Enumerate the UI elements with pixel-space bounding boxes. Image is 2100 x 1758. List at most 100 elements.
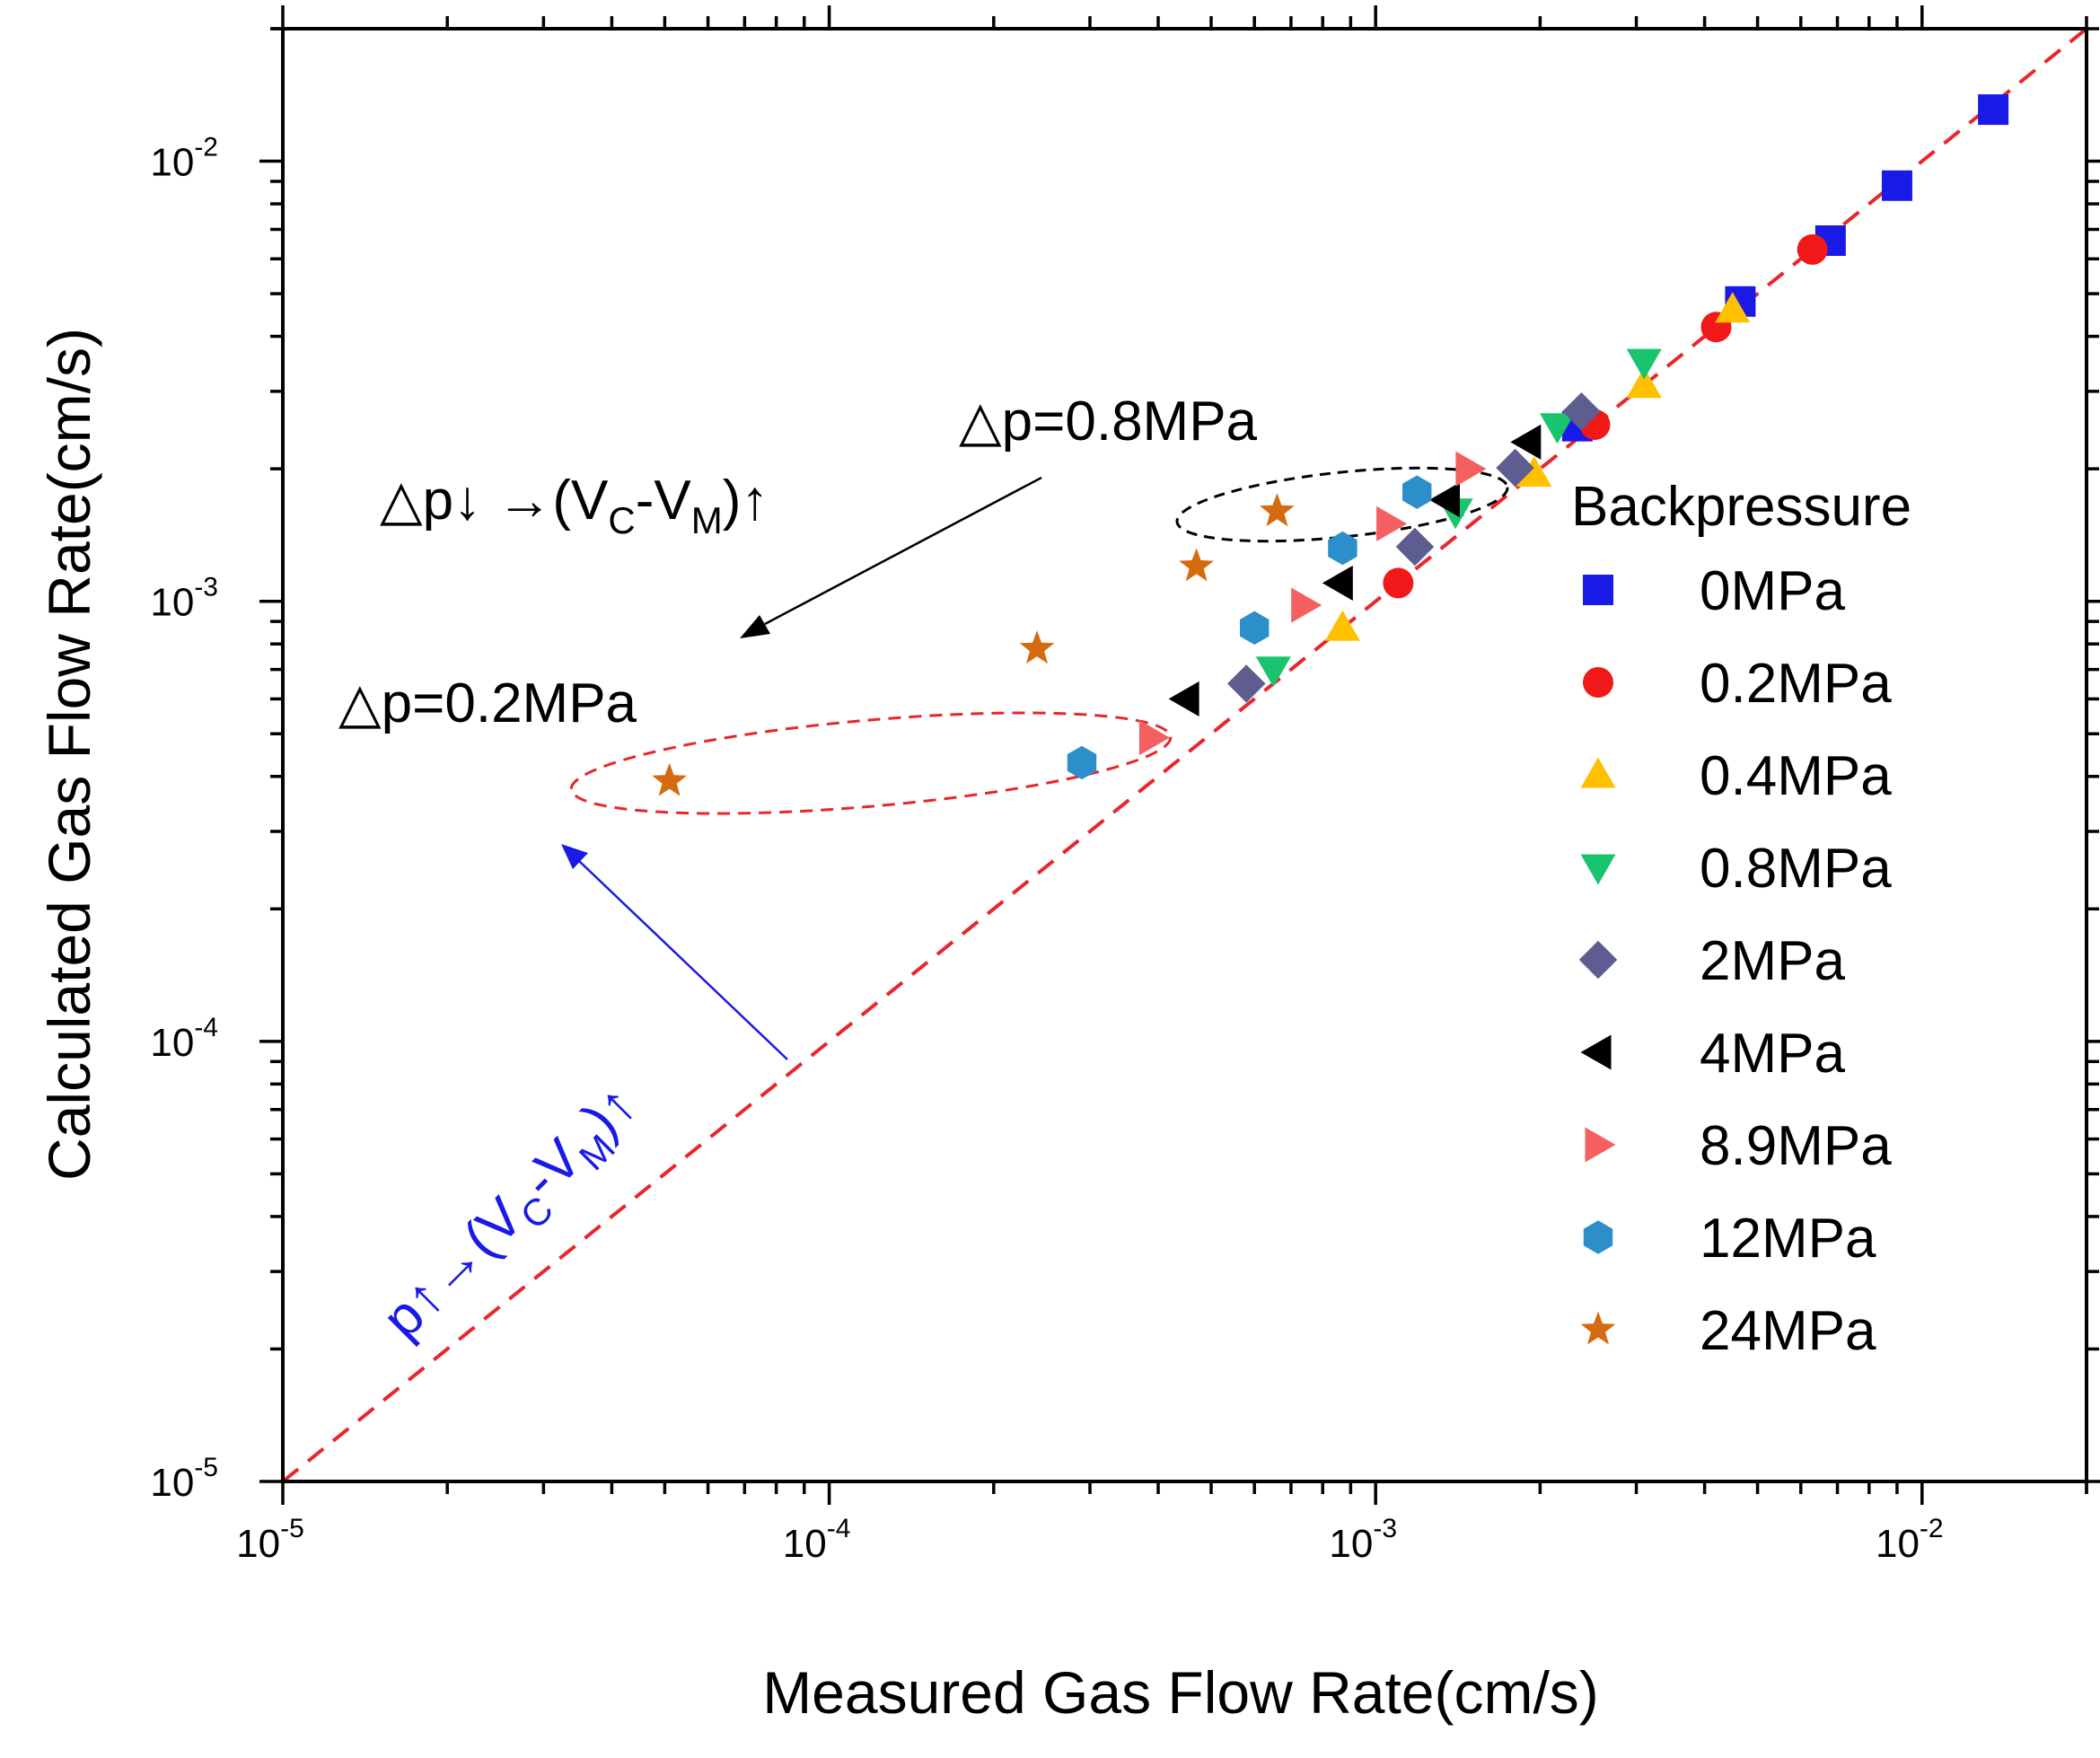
data-point: [1881, 170, 1912, 201]
legend-item-24MPa: 24MPa: [1580, 1300, 1876, 1362]
x-tick-exp: -5: [280, 1514, 304, 1543]
y-tick-base: 10: [150, 1461, 194, 1505]
annot-prefix: △p↓ →(V: [380, 470, 609, 532]
series-24MPa: [652, 493, 1295, 796]
data-point: [1402, 475, 1432, 509]
axis-tick-labels: 10-510-510-410-410-310-310-210-2: [150, 133, 1943, 1566]
legend-label: 12MPa: [1700, 1208, 1876, 1270]
legend-item-8.9MPa: 8.9MPa: [1585, 1115, 1892, 1177]
legend-marker: [1585, 1127, 1616, 1163]
data-point: [1797, 233, 1828, 265]
annot-sub-c: C: [608, 499, 635, 541]
legend-item-0MPa: 0MPa: [1583, 560, 1845, 622]
y-tick-exp: -3: [194, 573, 218, 602]
data-point: [1322, 565, 1353, 601]
y-tick-base: 10: [150, 581, 194, 625]
x-tick-base: 10: [236, 1522, 280, 1566]
x-axis-title: Measured Gas Flow Rate(cm/s): [762, 1659, 1599, 1726]
y-tick-base: 10: [150, 141, 194, 185]
legend-item-0.2MPa: 0.2MPa: [1583, 653, 1892, 715]
annotation-ellipse-dp-0.2: [569, 711, 1173, 815]
x-tick-base: 10: [1876, 1522, 1920, 1566]
data-point: [1067, 745, 1097, 780]
annotation-black-arrow-label: △p↓ →(VC-VM)↑: [380, 470, 769, 541]
annotation-blue-arrow-line: [577, 859, 788, 1060]
series-2MPa: [1227, 392, 1601, 703]
annotation-shapes: [561, 466, 1509, 1060]
series-8.9MPa: [1138, 451, 1487, 756]
legend-item-2MPa: 2MPa: [1578, 930, 1845, 992]
legend-item-12MPa: 12MPa: [1583, 1208, 1876, 1270]
data-point: [1395, 527, 1435, 567]
x-tick-label: 10-4: [783, 1514, 851, 1566]
annotation-dp-0.8: △p=0.8MPa: [959, 391, 1258, 453]
data-point: [1383, 567, 1414, 599]
x-tick-base: 10: [783, 1522, 827, 1566]
legend-marker: [1583, 575, 1613, 605]
legend-label: 0.2MPa: [1700, 653, 1892, 715]
legend-marker: [1580, 1311, 1616, 1345]
y-tick-exp: -2: [194, 133, 218, 163]
data-point: [1978, 94, 2009, 126]
x-tick-label: 10-5: [236, 1514, 304, 1566]
legend-marker: [1583, 1220, 1613, 1254]
legend-title: Backpressure: [1571, 476, 1911, 538]
x-tick-label: 10-3: [1329, 1514, 1397, 1566]
annot-suffix: )↑: [723, 470, 769, 532]
legend-label: 8.9MPa: [1700, 1115, 1892, 1177]
y-tick-label: 10-3: [150, 573, 218, 625]
data-point: [1626, 367, 1662, 399]
y-tick-label: 10-5: [150, 1453, 218, 1505]
legend-label: 0.8MPa: [1700, 838, 1892, 900]
series-12MPa: [1067, 475, 1432, 780]
x-tick-label: 10-2: [1876, 1514, 1944, 1566]
data-point: [1324, 610, 1360, 641]
x-tick-exp: -3: [1373, 1514, 1397, 1543]
data-point: [1510, 424, 1542, 460]
legend-item-0.8MPa: 0.8MPa: [1580, 838, 1892, 900]
plot-frame: [281, 27, 2088, 1483]
legend: 0MPa 0.2MPa 0.4MPa 0.8MPa 2MPa 4MPa 8.9MPa 12MP…: [1578, 560, 1892, 1362]
legend-label: 2MPa: [1700, 930, 1845, 992]
data-point: [1376, 505, 1408, 541]
data-point: [1138, 720, 1170, 756]
series-0.2MPa: [1383, 233, 1828, 599]
annot-sub-m: M: [691, 499, 723, 541]
legend-item-0.4MPa: 0.4MPa: [1580, 745, 1892, 807]
annotation-black-arrow-line: [764, 476, 1042, 626]
data-point: [1626, 348, 1662, 380]
data-point: [1255, 656, 1291, 688]
data-point: [1227, 664, 1266, 703]
x-tick-base: 10: [1329, 1522, 1373, 1566]
legend-marker: [1580, 1034, 1612, 1070]
x-tick-exp: -4: [827, 1514, 851, 1543]
annotation-blue-arrow-head: [561, 844, 588, 869]
y-tick-base: 10: [150, 1021, 194, 1065]
data-point: [1516, 456, 1552, 487]
legend-marker: [1578, 940, 1618, 980]
annotation-ellipse-dp-0.8: [1175, 466, 1509, 543]
legend-label: 0.4MPa: [1700, 745, 1892, 807]
legend-label: 0MPa: [1700, 560, 1845, 622]
data-point: [1496, 448, 1534, 488]
data-point: [1540, 413, 1576, 444]
legend-label: 4MPa: [1700, 1023, 1845, 1085]
y-axis-title: Calculated Gas Flow Rate(cm/s): [36, 328, 102, 1181]
series-0.4MPa: [1324, 292, 1751, 641]
data-point: [1429, 482, 1460, 518]
data-point: [1240, 611, 1270, 645]
data-point: [1168, 681, 1199, 716]
axis-ticks: [259, 5, 2100, 1505]
data-point: [1715, 292, 1751, 323]
y-tick-exp: -5: [194, 1453, 218, 1482]
data-point: [1562, 392, 1601, 431]
data-point: [1019, 630, 1055, 664]
legend-marker: [1580, 757, 1616, 788]
legend-marker: [1583, 667, 1613, 698]
data-point: [652, 762, 687, 796]
y-tick-label: 10-4: [150, 1013, 218, 1065]
series-4MPa: [1168, 424, 1542, 716]
x-tick-exp: -2: [1920, 1514, 1944, 1543]
legend-marker: [1580, 854, 1616, 885]
annot-mid: -V: [636, 470, 692, 532]
